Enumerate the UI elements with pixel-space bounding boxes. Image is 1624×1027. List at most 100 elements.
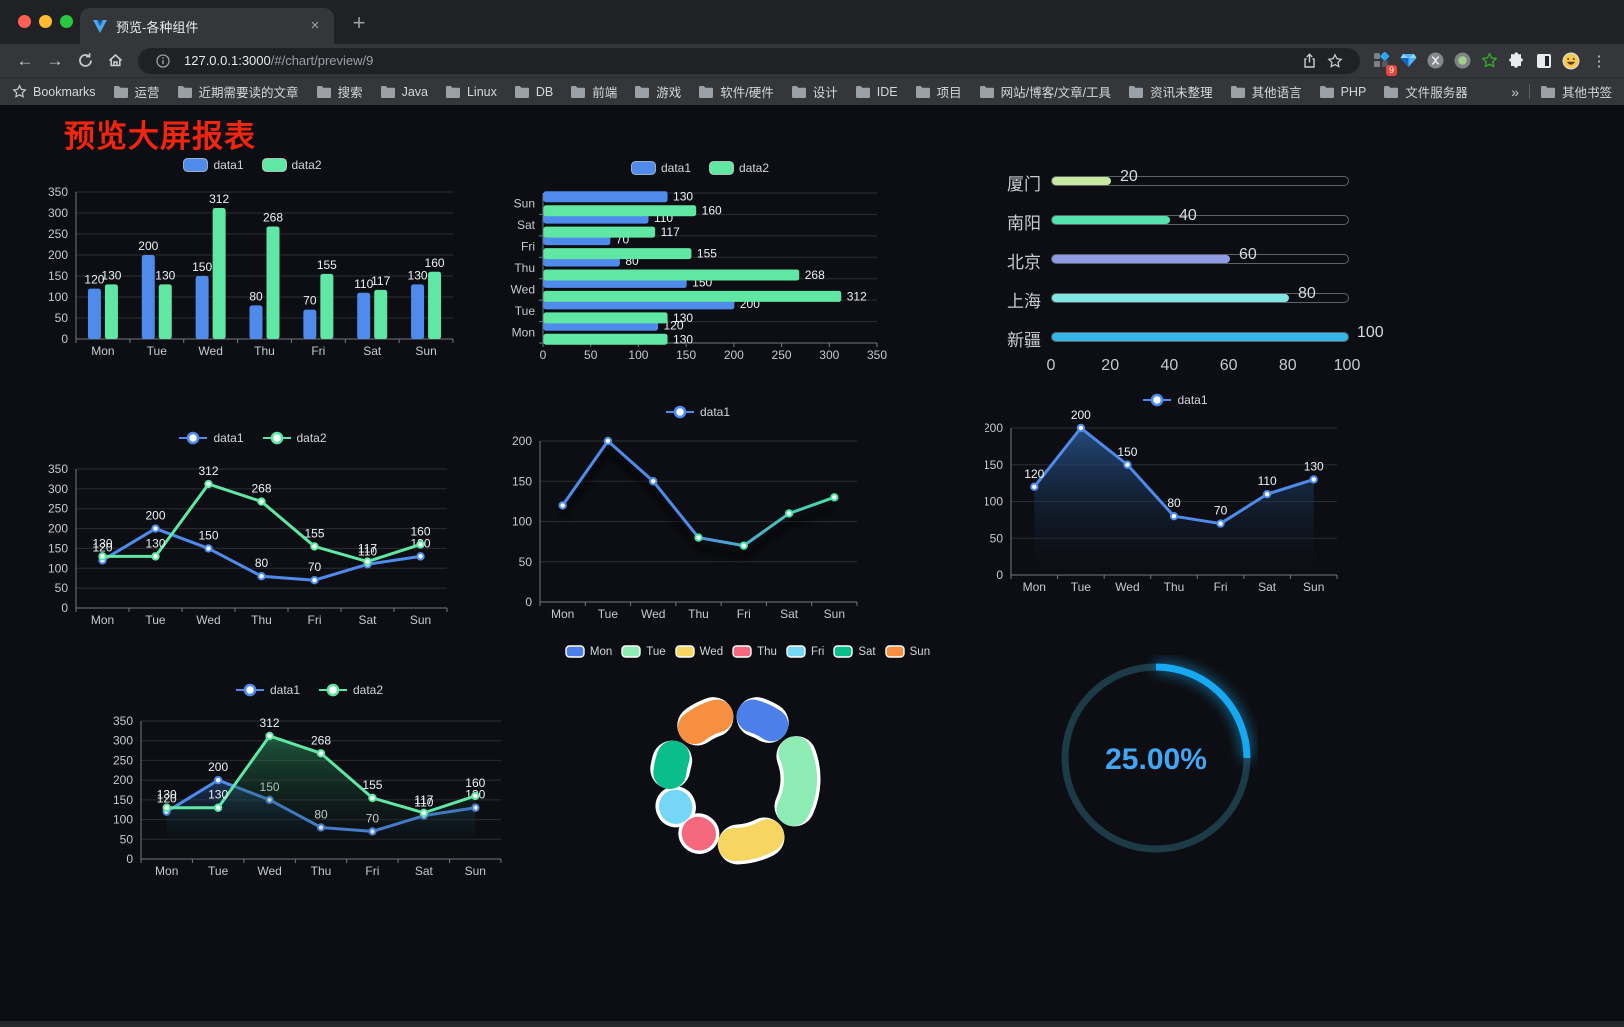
svg-text:130: 130 — [155, 268, 175, 282]
svg-text:300: 300 — [48, 482, 68, 496]
extension-layout-icon[interactable] — [1530, 47, 1557, 74]
extension-knot-icon[interactable] — [1422, 47, 1449, 74]
menu-icon[interactable]: ⋮ — [1591, 52, 1607, 70]
new-tab-button[interactable]: + — [352, 10, 366, 35]
svg-text:70: 70 — [303, 294, 317, 308]
svg-text:Tue: Tue — [208, 864, 229, 878]
address-bar[interactable]: 127.0.0.1:3000/#/chart/preview/9 — [138, 47, 1360, 74]
legend-item-data1[interactable]: data1 — [235, 683, 300, 697]
home-button[interactable] — [100, 47, 130, 75]
bookmark-item[interactable]: PHP — [1319, 85, 1366, 99]
svg-text:312: 312 — [209, 192, 229, 206]
chart-canvas: 0 50 100 150 200 Mon Tue Wed Thu Fri Sat Sun 120 200 1… — [983, 408, 1338, 594]
site-info-icon[interactable] — [150, 49, 176, 73]
chart-canvas — [650, 697, 821, 865]
other-bookmarks-item[interactable]: 其他书签 — [1540, 82, 1612, 101]
svg-text:130: 130 — [101, 268, 121, 282]
bookmarks-root-item[interactable]: Bookmarks — [12, 84, 96, 99]
legend-item-Wed[interactable]: Wed — [674, 645, 723, 658]
svg-text:350: 350 — [48, 185, 68, 199]
bookmark-item[interactable]: 网站/博客/文章/工具 — [979, 82, 1111, 101]
page-title: 预览大屏报表 — [64, 119, 256, 154]
legend-item-Sun[interactable]: Sun — [884, 645, 930, 658]
legend-item-data2[interactable]: data2 — [709, 161, 769, 175]
legend-item-data2[interactable]: data2 — [262, 431, 327, 445]
bookmark-item[interactable]: Java — [380, 85, 428, 99]
bookmark-item[interactable]: 运营 — [113, 82, 160, 101]
svg-text:Sun: Sun — [465, 864, 486, 878]
forward-button[interactable]: → — [46, 50, 64, 70]
bookmark-item[interactable]: 文件服务器 — [1383, 82, 1468, 101]
chart-legend: data1 data2 — [505, 161, 895, 175]
reload-button[interactable] — [70, 47, 100, 75]
svg-text:Sun: Sun — [1303, 580, 1324, 594]
folder-icon — [380, 85, 396, 98]
bookmarks-overflow-chevron[interactable]: » — [1511, 83, 1519, 100]
svg-text:Mon: Mon — [551, 607, 574, 621]
bookmark-item[interactable]: DB — [514, 85, 553, 99]
back-button[interactable]: ← — [16, 50, 34, 70]
legend-item-data1[interactable]: data1 — [665, 405, 730, 419]
svg-text:50: 50 — [990, 531, 1004, 545]
extension-puzzle-icon[interactable] — [1503, 47, 1530, 74]
extension-recorder-icon[interactable] — [1449, 47, 1476, 74]
svg-text:0: 0 — [61, 332, 68, 346]
gauge-progress-arc — [1155, 663, 1251, 759]
svg-text:155: 155 — [362, 778, 382, 792]
tab-title: 预览-各种组件 — [116, 19, 199, 35]
bookmark-item[interactable]: 搜索 — [316, 82, 363, 101]
svg-text:Sat: Sat — [363, 344, 382, 358]
bookmark-item[interactable]: 游戏 — [634, 82, 681, 101]
legend-item-Thu[interactable]: Thu — [732, 645, 777, 658]
svg-text:0: 0 — [126, 852, 133, 866]
bookmark-item[interactable]: 其他语言 — [1230, 82, 1302, 101]
extension-tampermonkey-icon[interactable]: 9 — [1368, 47, 1397, 76]
minimize-window-button[interactable] — [39, 15, 52, 28]
svg-text:Thu: Thu — [1164, 580, 1185, 594]
legend-item-data2[interactable]: data2 — [318, 683, 383, 697]
svg-text:200: 200 — [724, 348, 744, 362]
legend-item-Tue[interactable]: Tue — [621, 645, 666, 658]
svg-text:350: 350 — [113, 714, 133, 728]
bookmark-item[interactable]: 软件/硬件 — [698, 82, 774, 101]
extension-star-icon[interactable] — [1476, 47, 1503, 74]
svg-text:Wed: Wed — [257, 864, 281, 878]
bookmark-item[interactable]: 资讯未整理 — [1128, 82, 1213, 101]
svg-text:150: 150 — [192, 260, 212, 274]
tab-strip: 预览-各种组件 × + — [0, 0, 1624, 44]
svg-text:120: 120 — [92, 540, 112, 554]
tab-close-icon[interactable]: × — [310, 17, 320, 34]
svg-text:150: 150 — [48, 541, 68, 555]
svg-text:Sat: Sat — [1258, 580, 1277, 594]
browser-tab[interactable]: 预览-各种组件 × — [80, 8, 334, 44]
legend-item-Mon[interactable]: Mon — [565, 645, 612, 658]
chart-panel-line-gradient: data1 0 50 100 150 200 Mon Tue Wed Thu Fri Sat Sun — [500, 397, 895, 629]
legend-item-data1[interactable]: data1 — [183, 158, 244, 172]
legend-item-data2[interactable]: data2 — [261, 158, 322, 172]
svg-text:Tue: Tue — [147, 344, 168, 358]
bookmark-item[interactable]: 前端 — [570, 82, 617, 101]
legend-item-Sat[interactable]: Sat — [833, 645, 876, 658]
share-icon[interactable] — [1296, 49, 1322, 73]
legend-item-data1[interactable]: data1 — [630, 161, 691, 175]
legend-item-Fri[interactable]: Fri — [786, 645, 824, 658]
extension-gem-icon[interactable] — [1395, 47, 1422, 74]
browser-toolbar: ← → 127.0.0.1:3000/#/chart/preview/9 9 — [0, 44, 1624, 77]
close-window-button[interactable] — [18, 15, 31, 28]
bookmark-item[interactable]: 设计 — [791, 82, 838, 101]
extension-emoji-icon[interactable] — [1557, 47, 1584, 74]
folder-icon — [1128, 85, 1144, 98]
chart-panel-gauge: 25.00% — [1058, 655, 1258, 860]
folder-icon — [570, 85, 586, 98]
bookmark-star-icon[interactable] — [1322, 49, 1348, 73]
chart-legend: data1 — [500, 405, 895, 419]
bookmark-item[interactable]: 项目 — [915, 82, 962, 101]
svg-text:268: 268 — [251, 482, 271, 496]
legend-item-data1[interactable]: data1 — [1142, 393, 1208, 407]
bookmark-item[interactable]: 近期需要读的文章 — [177, 82, 299, 101]
legend-item-data1[interactable]: data1 — [178, 431, 244, 445]
bookmark-item[interactable]: IDE — [855, 85, 898, 99]
svg-text:150: 150 — [48, 269, 68, 283]
fullscreen-window-button[interactable] — [60, 15, 73, 28]
bookmark-item[interactable]: Linux — [445, 85, 497, 99]
